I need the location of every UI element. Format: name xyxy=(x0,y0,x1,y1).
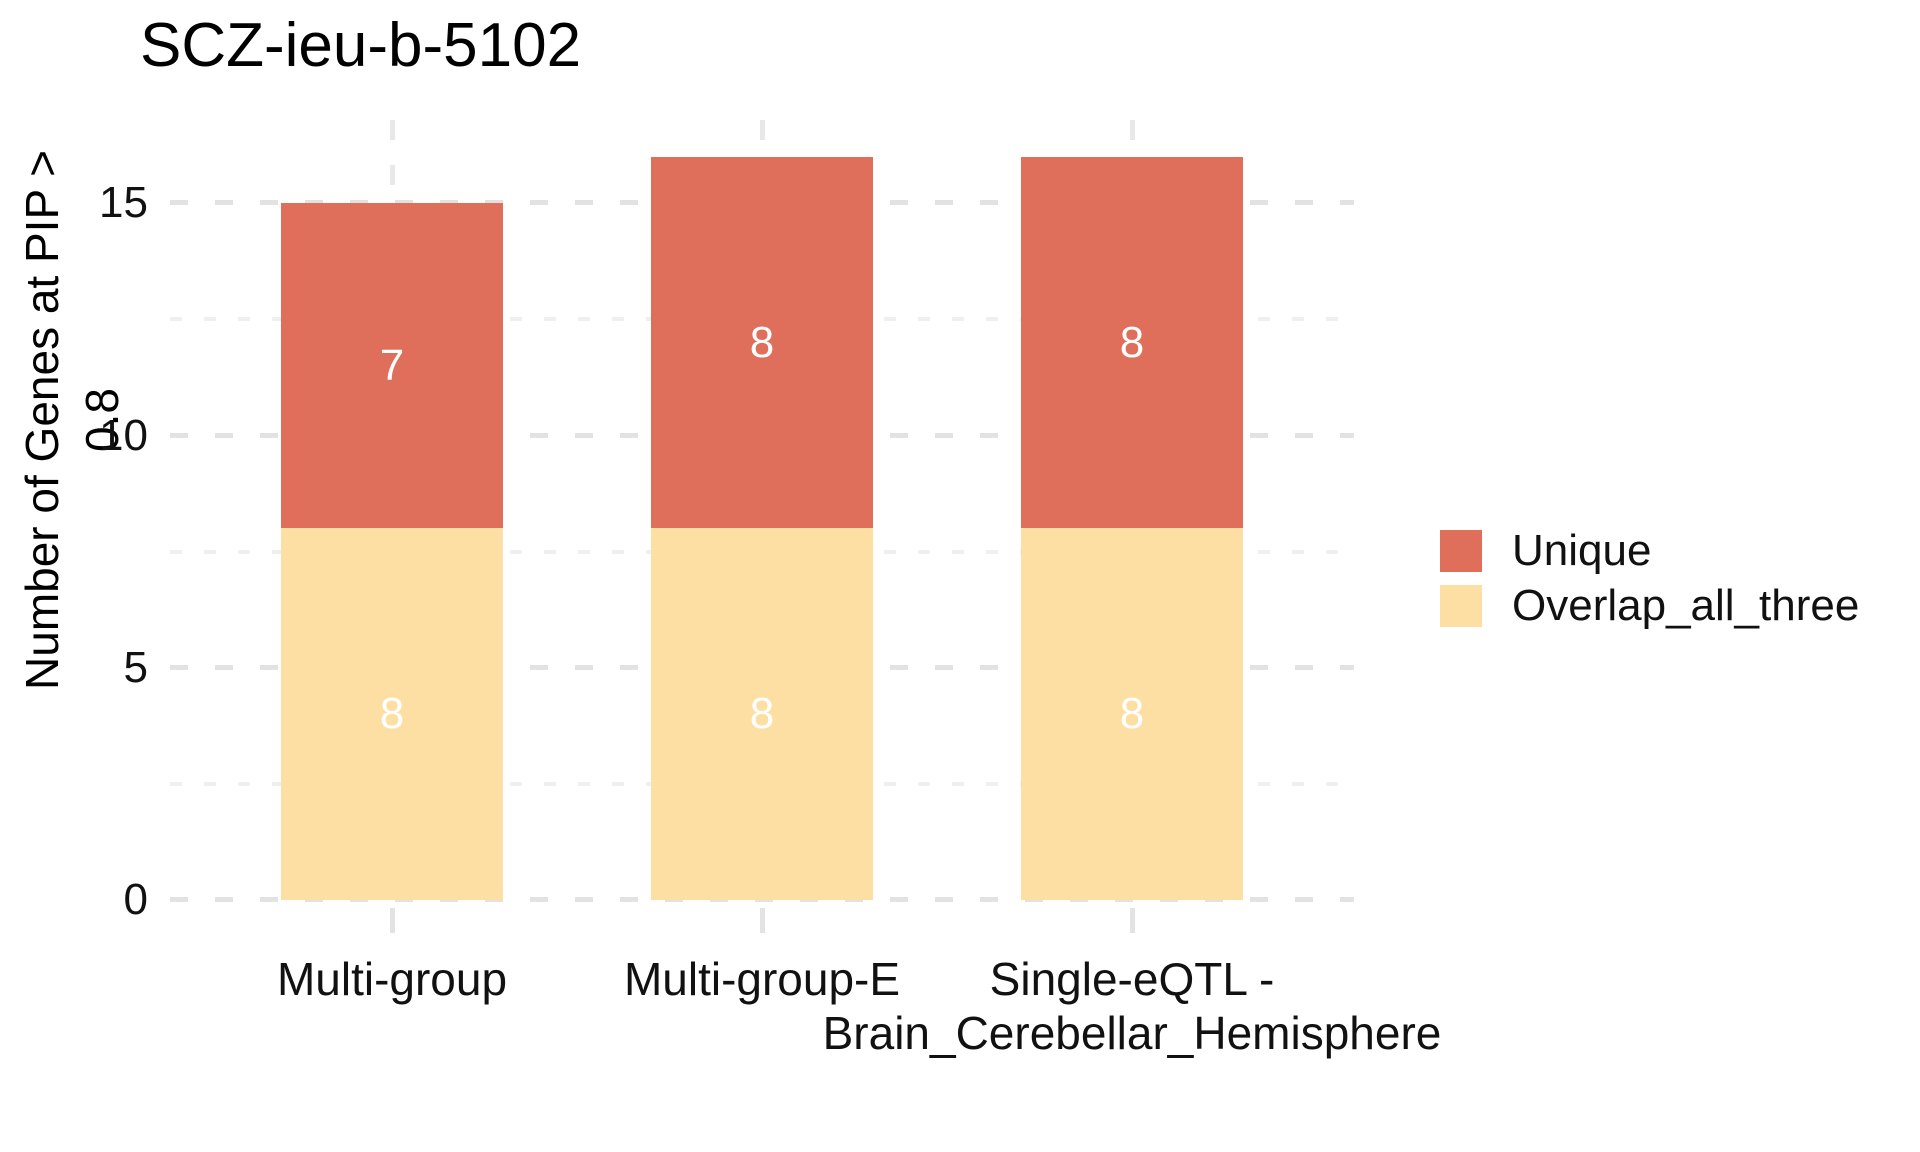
x-tick-label: Multi-group xyxy=(276,953,508,1005)
bar-segment-unique xyxy=(651,156,873,529)
legend-swatch xyxy=(1440,530,1482,572)
x-tick-label: Multi-group-E xyxy=(623,953,901,1005)
legend-item: Overlap_all_three xyxy=(1440,581,1859,631)
bar-segment-unique xyxy=(1021,156,1243,529)
bar-value-label: 7 xyxy=(379,340,405,390)
x-axis-tick xyxy=(760,908,765,933)
bar-segment-overlap_all_three xyxy=(281,528,503,900)
legend: Unique Overlap_all_three xyxy=(1440,526,1859,636)
x-axis-tick xyxy=(390,908,395,933)
y-tick-label: 10 xyxy=(99,410,148,460)
chart-title: SCZ-ieu-b-5102 xyxy=(140,11,582,80)
bar-segment-overlap_all_three xyxy=(1021,528,1243,900)
legend-label: Overlap_all_three xyxy=(1512,581,1860,630)
bar-value-label: 8 xyxy=(379,689,405,739)
y-tick-label: 15 xyxy=(99,178,148,228)
y-tick-label: 0 xyxy=(123,875,148,924)
y-tick-label: 5 xyxy=(123,642,148,692)
legend-item: Unique xyxy=(1440,526,1859,576)
bar-value-label: 8 xyxy=(749,689,775,739)
bar-value-label: 8 xyxy=(1119,689,1145,739)
bar-value-label: 8 xyxy=(749,317,775,367)
x-axis-tick xyxy=(1130,908,1135,933)
legend-label: Unique xyxy=(1512,526,1652,575)
legend-swatch xyxy=(1440,585,1482,627)
x-tick-label: Single-eQTL - Brain_Cerebellar_Hemispher… xyxy=(822,953,1442,1059)
bar-segment-unique xyxy=(281,203,503,529)
bar-value-label: 8 xyxy=(1119,317,1145,367)
plot-panel: 8 7 8 8 8 8 xyxy=(170,120,1354,902)
bar-segment-overlap_all_three xyxy=(651,528,873,900)
